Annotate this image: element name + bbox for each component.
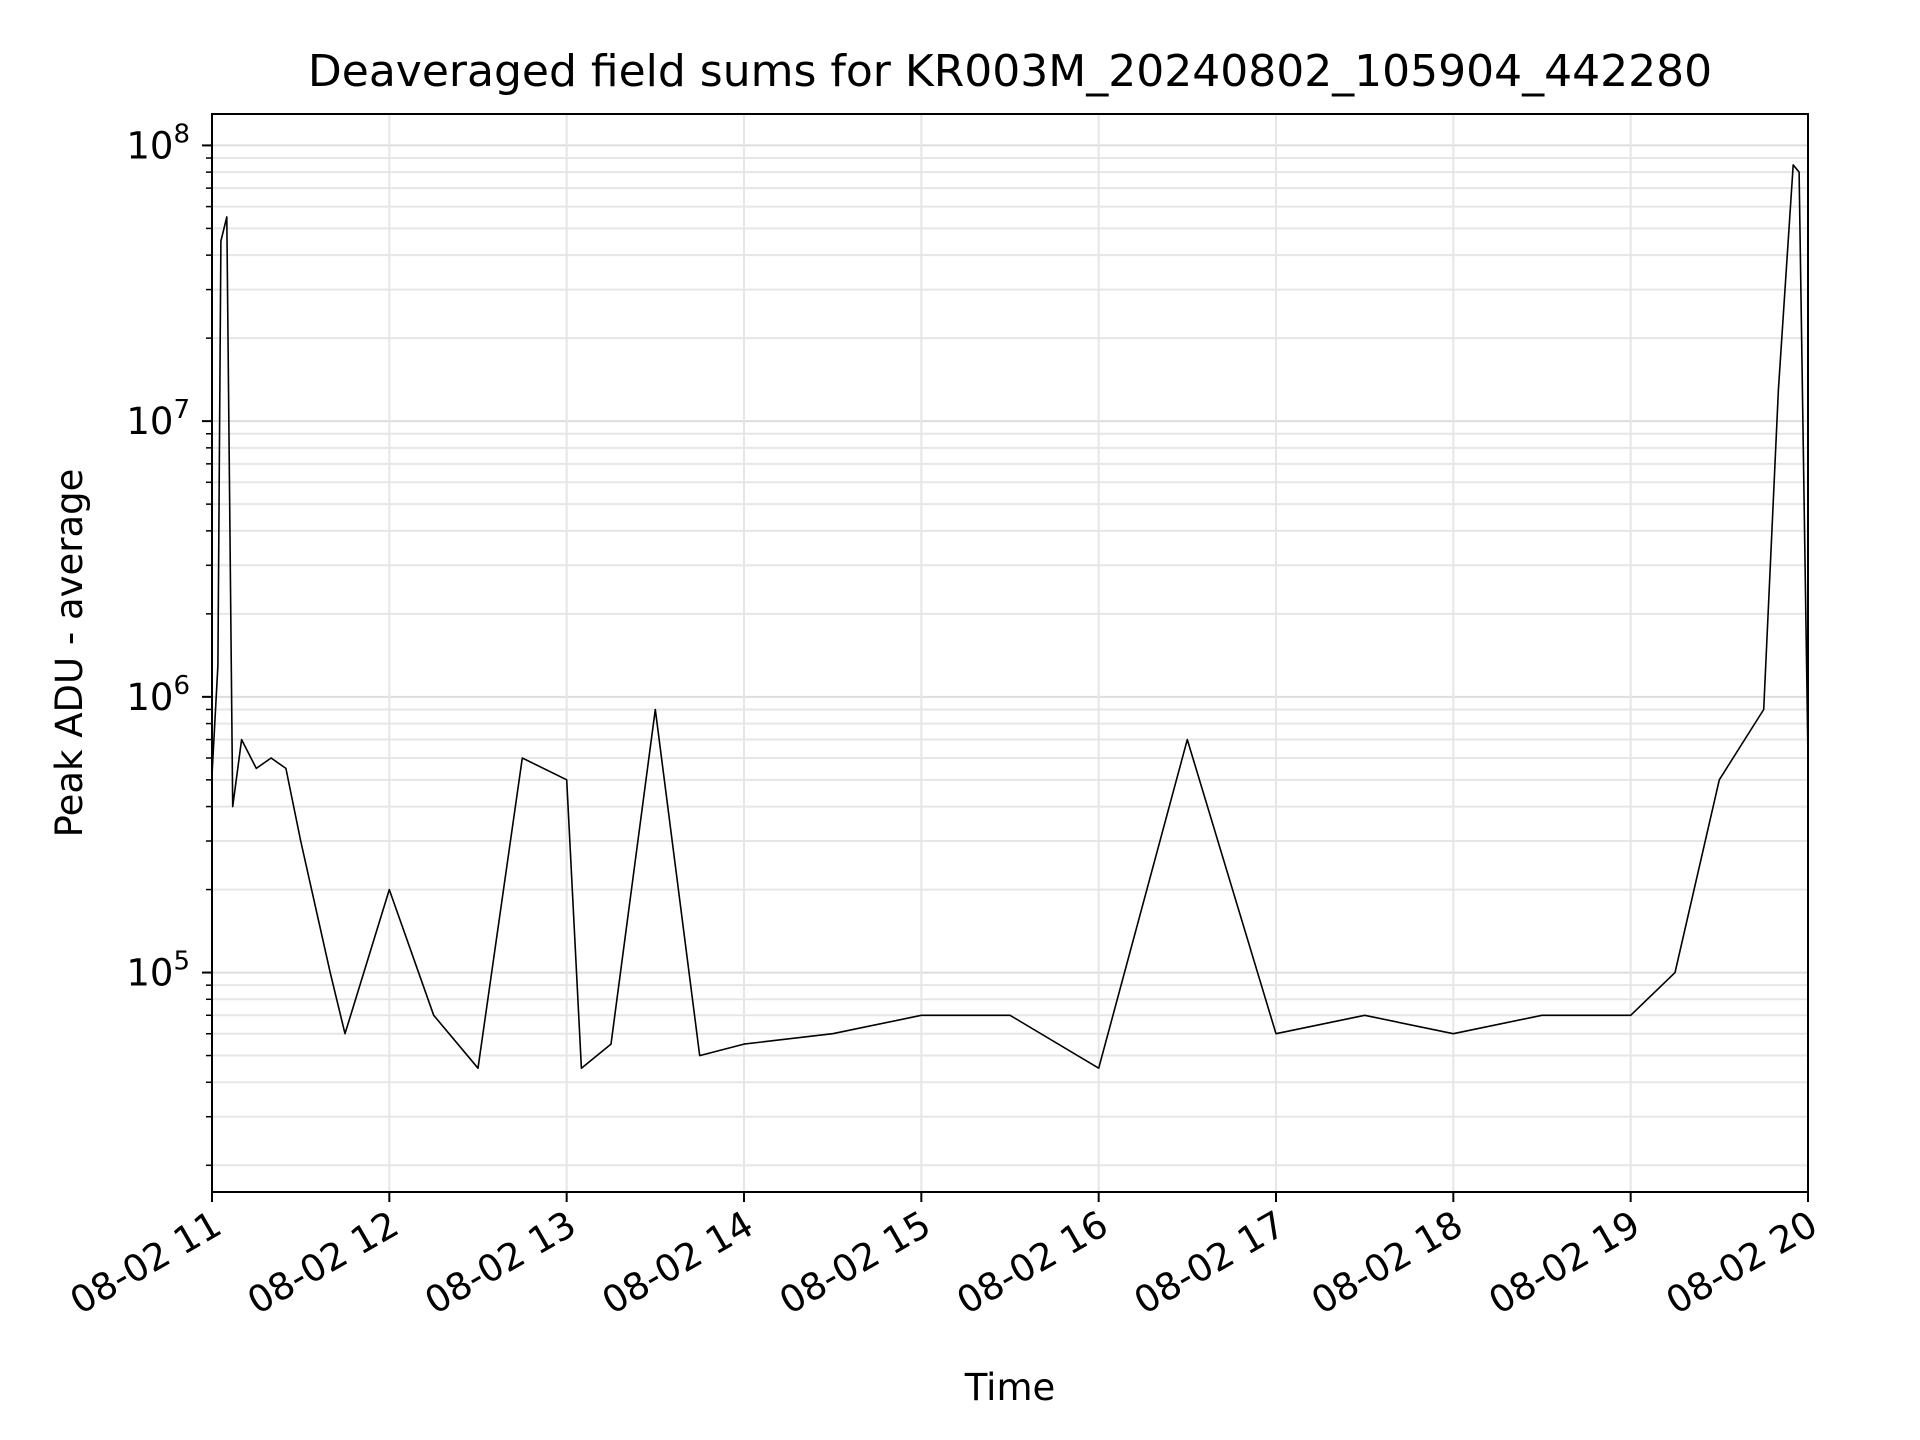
y-tick-label: 107 xyxy=(126,395,190,443)
y-tick-label: 106 xyxy=(126,671,190,719)
y-tick-label: 108 xyxy=(126,119,190,167)
series-layer xyxy=(211,164,1809,1069)
y-axis: 105 106 107 108 xyxy=(126,119,212,1167)
chart-title: Deaveraged field sums for KR003M_2024080… xyxy=(308,46,1712,97)
major-grid xyxy=(211,114,1809,1192)
y-tick-label: 105 xyxy=(126,947,190,995)
series-line xyxy=(211,164,1809,1069)
x-axis-label: Time xyxy=(964,1366,1056,1409)
y-axis-label: Peak ADU - average xyxy=(48,469,91,838)
plot-frame xyxy=(211,113,1809,1193)
minor-grid xyxy=(212,157,1808,1167)
